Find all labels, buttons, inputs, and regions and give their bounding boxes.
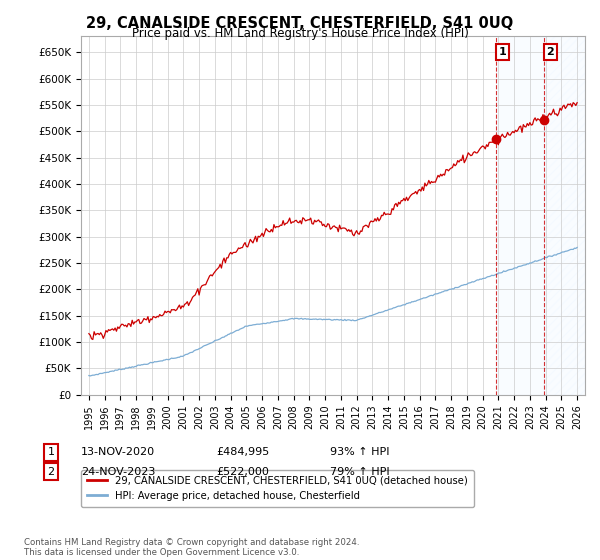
Text: 2: 2 (547, 47, 554, 57)
Text: 29, CANALSIDE CRESCENT, CHESTERFIELD, S41 0UQ: 29, CANALSIDE CRESCENT, CHESTERFIELD, S4… (86, 16, 514, 31)
Text: 2: 2 (47, 466, 55, 477)
Text: £522,000: £522,000 (216, 466, 269, 477)
Text: Price paid vs. HM Land Registry's House Price Index (HPI): Price paid vs. HM Land Registry's House … (131, 27, 469, 40)
Text: Contains HM Land Registry data © Crown copyright and database right 2024.
This d: Contains HM Land Registry data © Crown c… (24, 538, 359, 557)
Text: 24-NOV-2023: 24-NOV-2023 (81, 466, 155, 477)
Bar (496, 36, 544, 395)
Text: £484,995: £484,995 (216, 447, 269, 458)
Legend: 29, CANALSIDE CRESCENT, CHESTERFIELD, S41 0UQ (detached house), HPI: Average pri: 29, CANALSIDE CRESCENT, CHESTERFIELD, S4… (81, 470, 474, 507)
Text: 13-NOV-2020: 13-NOV-2020 (81, 447, 155, 458)
Text: 1: 1 (499, 47, 506, 57)
Text: 1: 1 (47, 447, 55, 458)
Bar (544, 36, 585, 395)
Text: 93% ↑ HPI: 93% ↑ HPI (330, 447, 389, 458)
Text: 79% ↑ HPI: 79% ↑ HPI (330, 466, 389, 477)
